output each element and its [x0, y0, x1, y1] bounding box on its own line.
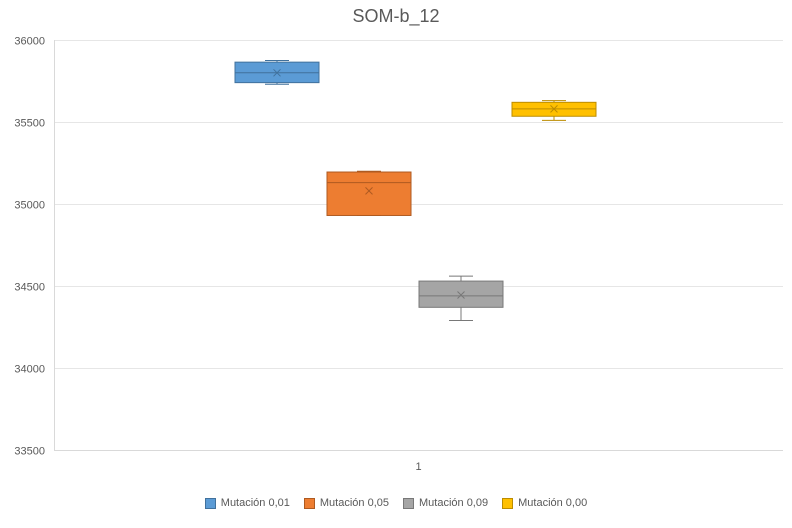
chart-title: SOM-b_12: [352, 6, 440, 26]
box-4: [511, 100, 597, 121]
mean-marker: [273, 68, 281, 77]
x-tick-label: 1: [415, 461, 421, 473]
legend-label: Mutación 0,01: [220, 497, 290, 509]
gridlines: [54, 40, 783, 451]
mean-marker: [550, 105, 558, 113]
box-3: [418, 275, 504, 321]
legend-label: Mutación 0,05: [319, 497, 389, 509]
legend-swatch: [303, 497, 315, 509]
box-series: [234, 60, 597, 321]
legend-item: Mutación 0,00: [502, 497, 587, 509]
legend-item: Mutación 0,01: [204, 497, 290, 509]
legend-swatch: [502, 497, 514, 509]
mean-marker: [365, 187, 373, 195]
y-tick-label: 34500: [14, 282, 45, 294]
y-axis: 33500 34000 34500 35000 35500 36000: [14, 36, 55, 458]
legend-label: Mutación 0,00: [518, 497, 588, 509]
x-axis: 1: [54, 450, 783, 473]
box-body: [418, 280, 504, 308]
y-tick-label: 34000: [14, 364, 45, 376]
box-1: [234, 60, 320, 85]
legend-item: Mutación 0,09: [403, 497, 488, 509]
y-tick-label: 33500: [14, 446, 45, 458]
legend: Mutación 0,01 Mutación 0,05 Mutación 0,09 M…: [0, 497, 792, 509]
box-body: [326, 171, 412, 216]
box-2: [326, 170, 412, 216]
y-tick-label: 35000: [14, 200, 45, 212]
legend-label: Mutación 0,09: [419, 497, 489, 509]
legend-swatch: [204, 497, 216, 509]
legend-item: Mutación 0,05: [303, 497, 389, 509]
y-tick-label: 35500: [14, 118, 45, 130]
y-tick-label: 36000: [14, 36, 45, 48]
legend-swatch: [403, 497, 414, 509]
mean-marker: [457, 291, 465, 299]
